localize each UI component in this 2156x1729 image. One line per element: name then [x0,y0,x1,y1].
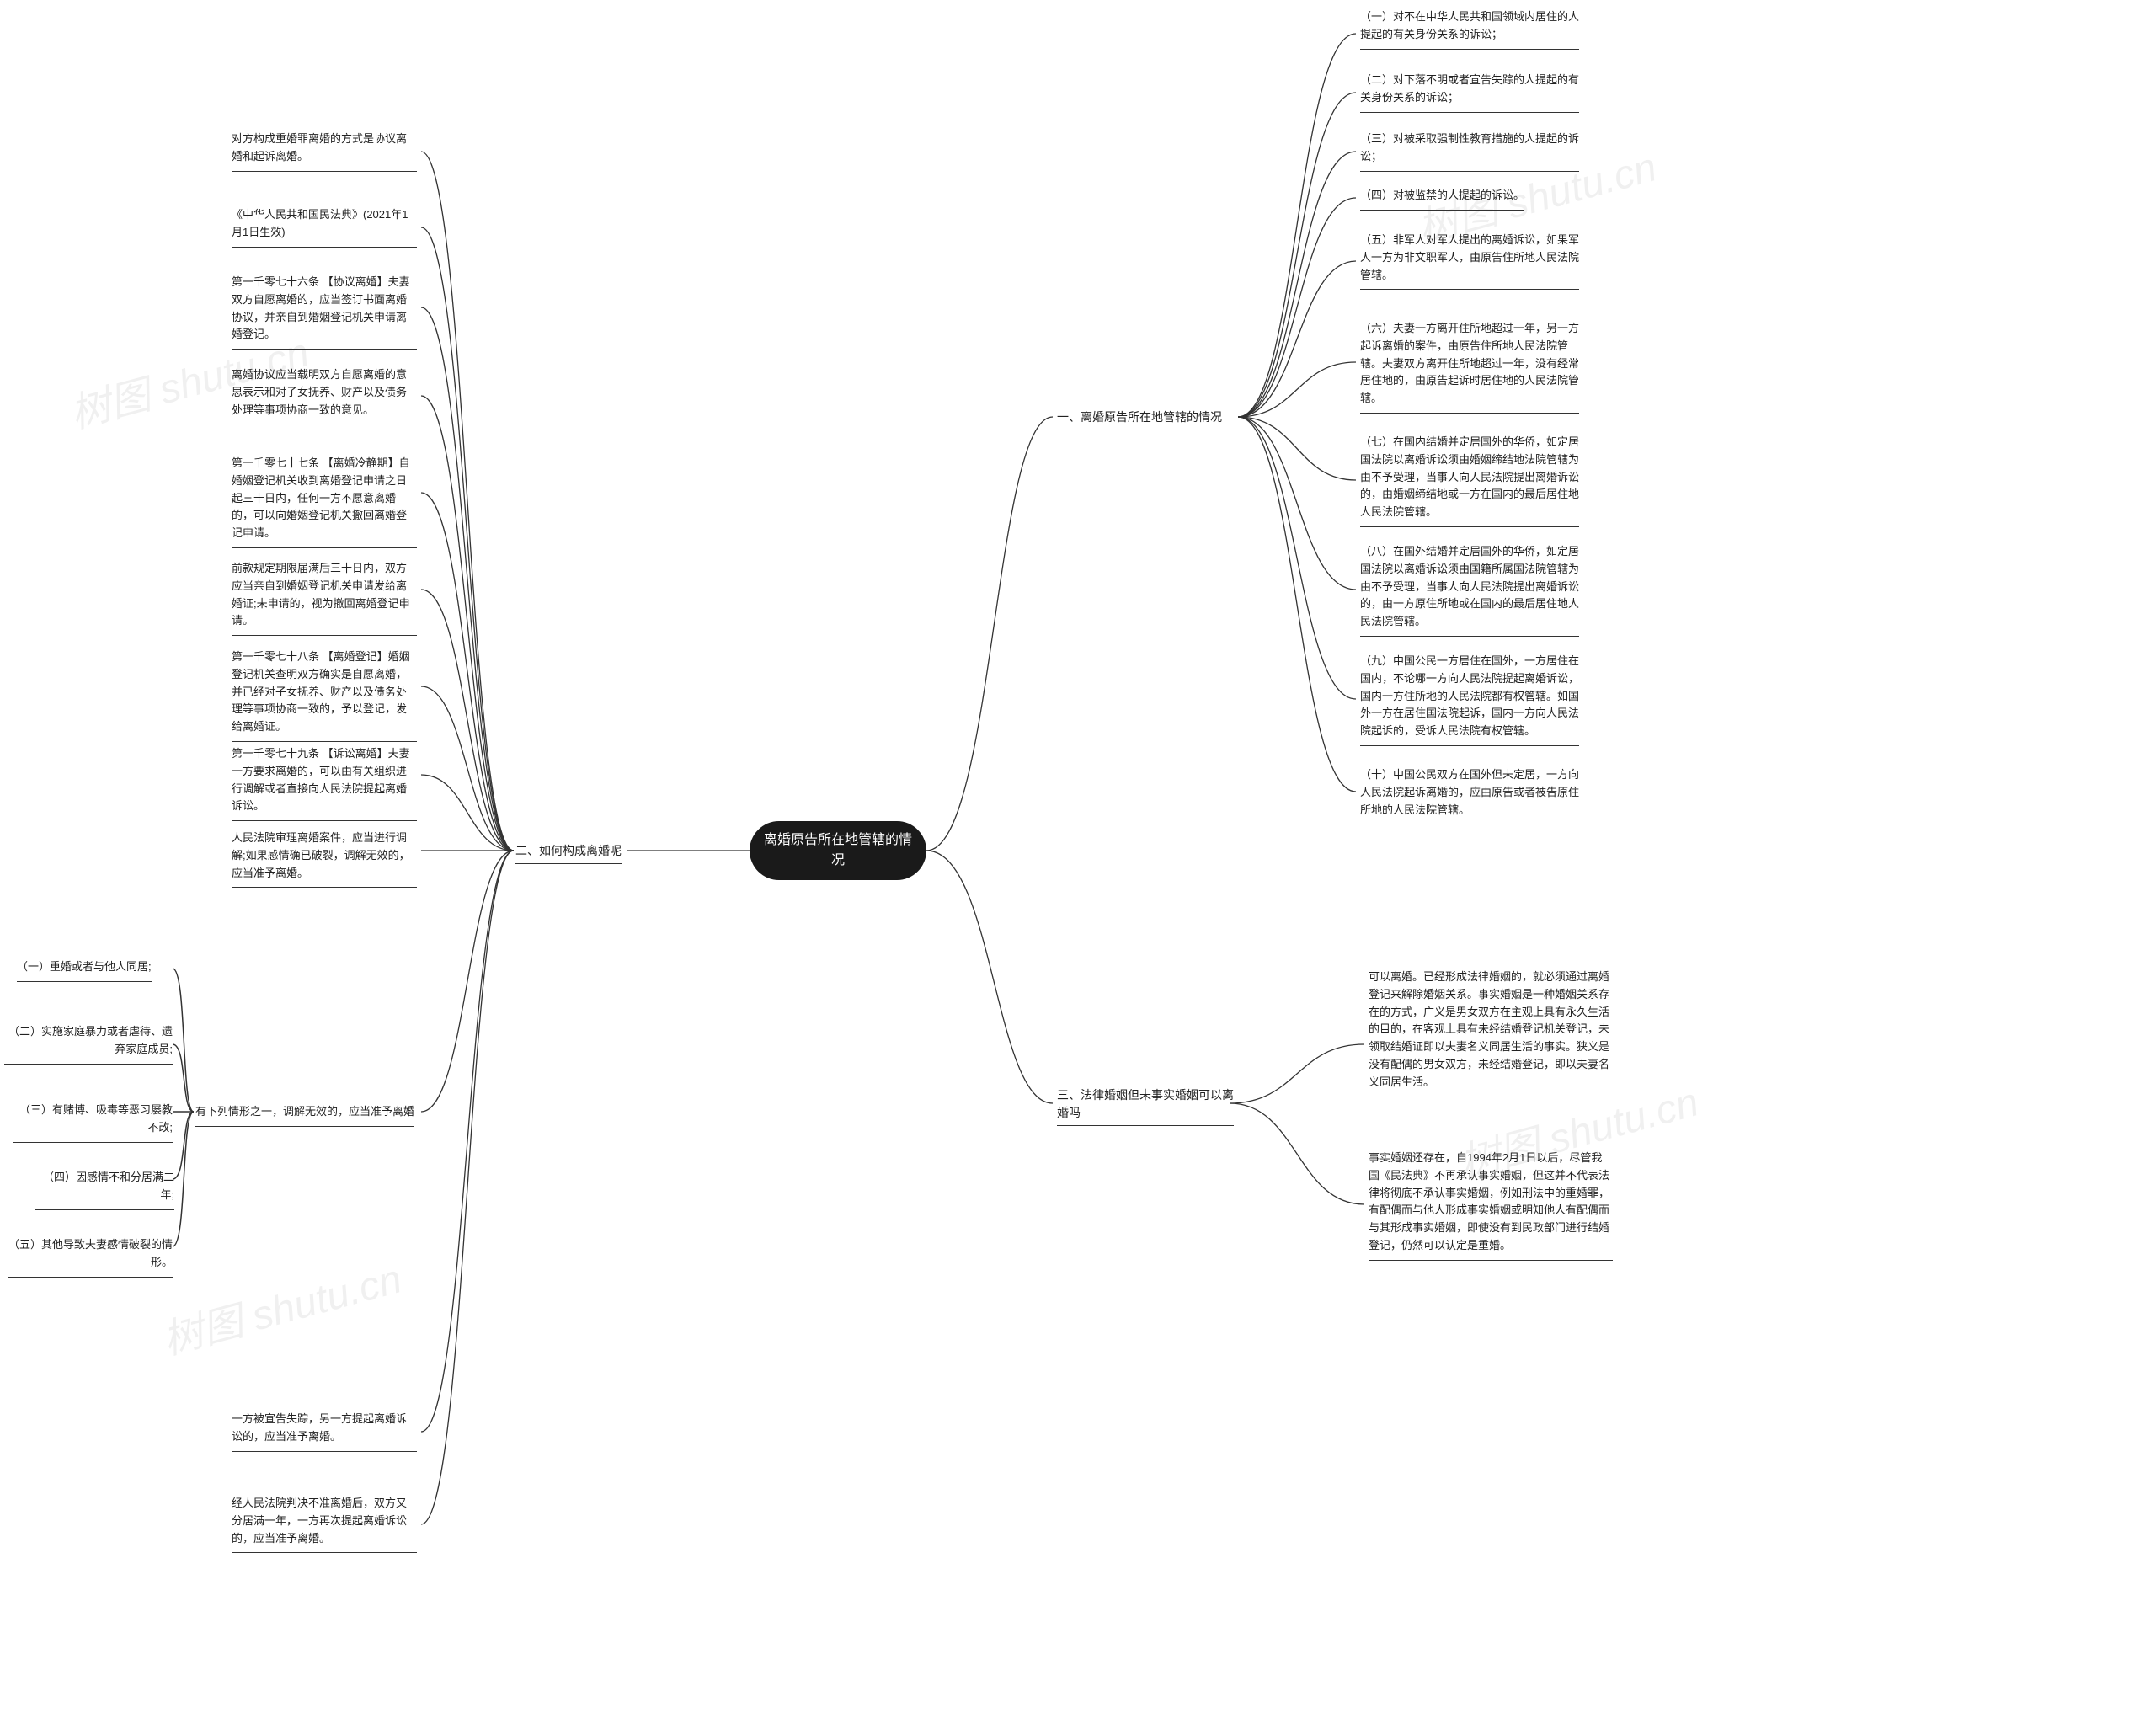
branch1-item: （六）夫妻一方离开住所地超过一年，另一方起诉离婚的案件，由原告住所地人民法院管辖… [1360,320,1579,414]
branch1-item: （四）对被监禁的人提起的诉讼。 [1360,187,1524,211]
branch1-item: （五）非军人对军人提出的离婚诉讼，如果军人一方为非文职军人，由原告住所地人民法院… [1360,232,1579,290]
branch1-item: （九）中国公民一方居住在国外，一方居住在国内，不论哪一方向人民法院提起离婚诉讼，… [1360,653,1579,746]
branch2-item: 第一千零七十六条 【协议离婚】夫妻双方自愿离婚的，应当签订书面离婚协议，并亲自到… [232,274,417,350]
branch3-item: 事实婚姻还存在，自1994年2月1日以后，尽管我国《民法典》不再承认事实婚姻，但… [1369,1150,1613,1261]
branch2-item: 离婚协议应当载明双方自愿离婚的意思表示和对子女抚养、财产以及债务处理等事项协商一… [232,366,417,424]
root-node: 离婚原告所在地管辖的情况 [750,821,926,880]
branch1-item: （二）对下落不明或者宣告失踪的人提起的有关身份关系的诉讼； [1360,72,1579,113]
mediation-item: （一）重婚或者与他人同居; [17,958,152,982]
branch2-item: 第一千零七十九条 【诉讼离婚】夫妻一方要求离婚的，可以由有关组织进行调解或者直接… [232,745,417,821]
branch1-item: （一）对不在中华人民共和国领域内居住的人提起的有关身份关系的诉讼； [1360,8,1579,50]
branch2-item: 人民法院审理离婚案件，应当进行调解;如果感情确已破裂，调解无效的，应当准予离婚。 [232,830,417,888]
mediation-item: （五）其他导致夫妻感情破裂的情形。 [8,1236,173,1278]
root-title: 离婚原告所在地管辖的情况 [761,830,915,871]
mediation-label: 有下列情形之一，调解无效的，应当准予离婚 [195,1103,414,1127]
branch2-item: 对方构成重婚罪离婚的方式是协议离婚和起诉离婚。 [232,131,417,172]
branch2-item: 第一千零七十七条 【离婚冷静期】自婚姻登记机关收到离婚登记申请之日起三十日内，任… [232,455,417,548]
branch3-item: 可以离婚。已经形成法律婚姻的，就必须通过离婚登记来解除婚姻关系。事实婚姻是一种婚… [1369,969,1613,1097]
branch3-label: 三、法律婚姻但未事实婚姻可以离婚吗 [1057,1086,1234,1126]
branch2-item: 《中华人民共和国民法典》(2021年1月1日生效) [232,206,417,248]
branch1-item: （十）中国公民双方在国外但未定居，一方向人民法院起诉离婚的，应由原告或者被告原住… [1360,766,1579,824]
branch2-item: 经人民法院判决不准离婚后，双方又分居满一年，一方再次提起离婚诉讼的，应当准予离婚… [232,1495,417,1553]
branch1-label: 一、离婚原告所在地管辖的情况 [1057,408,1222,430]
branch1-item: （三）对被采取强制性教育措施的人提起的诉讼； [1360,131,1579,172]
branch2-item: 一方被宣告失踪，另一方提起离婚诉讼的，应当准予离婚。 [232,1411,417,1452]
branch2-item: 第一千零七十八条 【离婚登记】婚姻登记机关查明双方确实是自愿离婚，并已经对子女抚… [232,648,417,742]
branch2-label: 二、如何构成离婚呢 [515,842,622,864]
watermark: 树图 shutu.cn [157,1250,409,1372]
branch2-item: 前款规定期限届满后三十日内，双方应当亲自到婚姻登记机关申请发给离婚证;未申请的，… [232,560,417,636]
mediation-item: （二）实施家庭暴力或者虐待、遗弃家庭成员; [4,1023,173,1065]
mediation-item: （四）因感情不和分居满二年; [35,1169,174,1210]
branch1-item: （八）在国外结婚并定居国外的华侨，如定居国法院以离婚诉讼须由国籍所属国法院管辖为… [1360,543,1579,637]
branch1-item: （七）在国内结婚并定居国外的华侨，如定居国法院以离婚诉讼须由婚姻缔结地法院管辖为… [1360,434,1579,527]
mediation-item: （三）有赌博、吸毒等恶习屡教不改; [13,1102,173,1143]
